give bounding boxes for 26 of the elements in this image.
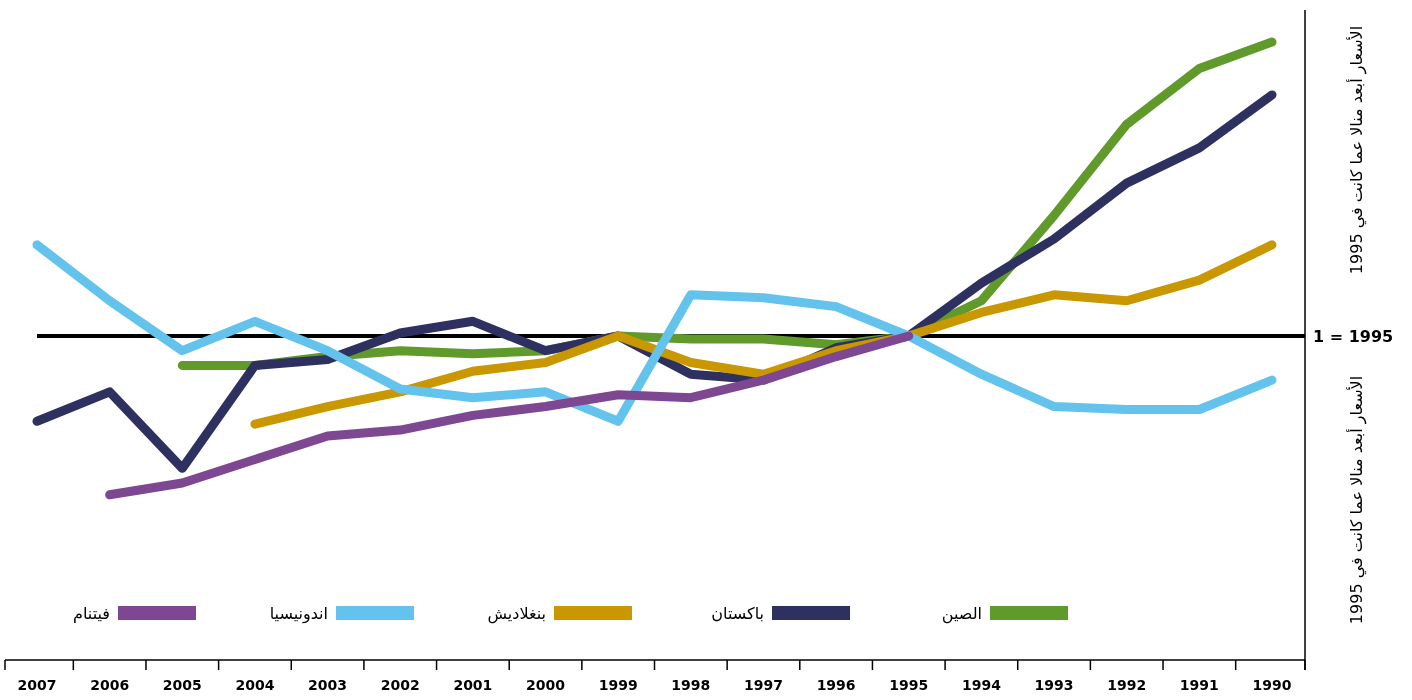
x-tick-label: 1997: [743, 677, 783, 693]
x-tick-label: 1996: [816, 677, 856, 693]
x-tick-label: 2002: [380, 677, 420, 693]
x-tick-label: 2006: [90, 677, 130, 693]
x-tick-label: 1998: [671, 677, 711, 693]
text: الأسعار أبعد منالا عما كانت في 1995: [1346, 375, 1367, 625]
legend-label: الصين: [941, 604, 982, 624]
x-tick-label: 1999: [598, 677, 638, 693]
x-tick-label: 1991: [1179, 677, 1219, 693]
x-tick-label: 2001: [453, 677, 493, 693]
x-tick-label: 2007: [17, 677, 57, 693]
x-tick-label: 1992: [1107, 677, 1147, 693]
text: 1 = 1995: [1313, 327, 1394, 346]
legend-label: اندونيسيا: [269, 604, 328, 624]
x-tick-label: 1995: [889, 677, 929, 693]
x-tick-label: 1993: [1034, 677, 1074, 693]
legend-label: فيتنام: [73, 604, 110, 623]
x-tick-label: 2005: [162, 677, 202, 693]
x-tick-label: 2004: [235, 677, 275, 693]
text: الأسعار أبعد منالا عما كانت في 1995: [1346, 25, 1367, 275]
x-tick-label: 2003: [308, 677, 348, 693]
x-tick-label: 2000: [526, 677, 566, 693]
x-tick-label: 1990: [1252, 677, 1292, 693]
x-tick-label: 1994: [961, 677, 1002, 693]
legend-label: بنغلاديش: [487, 604, 546, 624]
legend-label: باكستان: [711, 604, 764, 623]
